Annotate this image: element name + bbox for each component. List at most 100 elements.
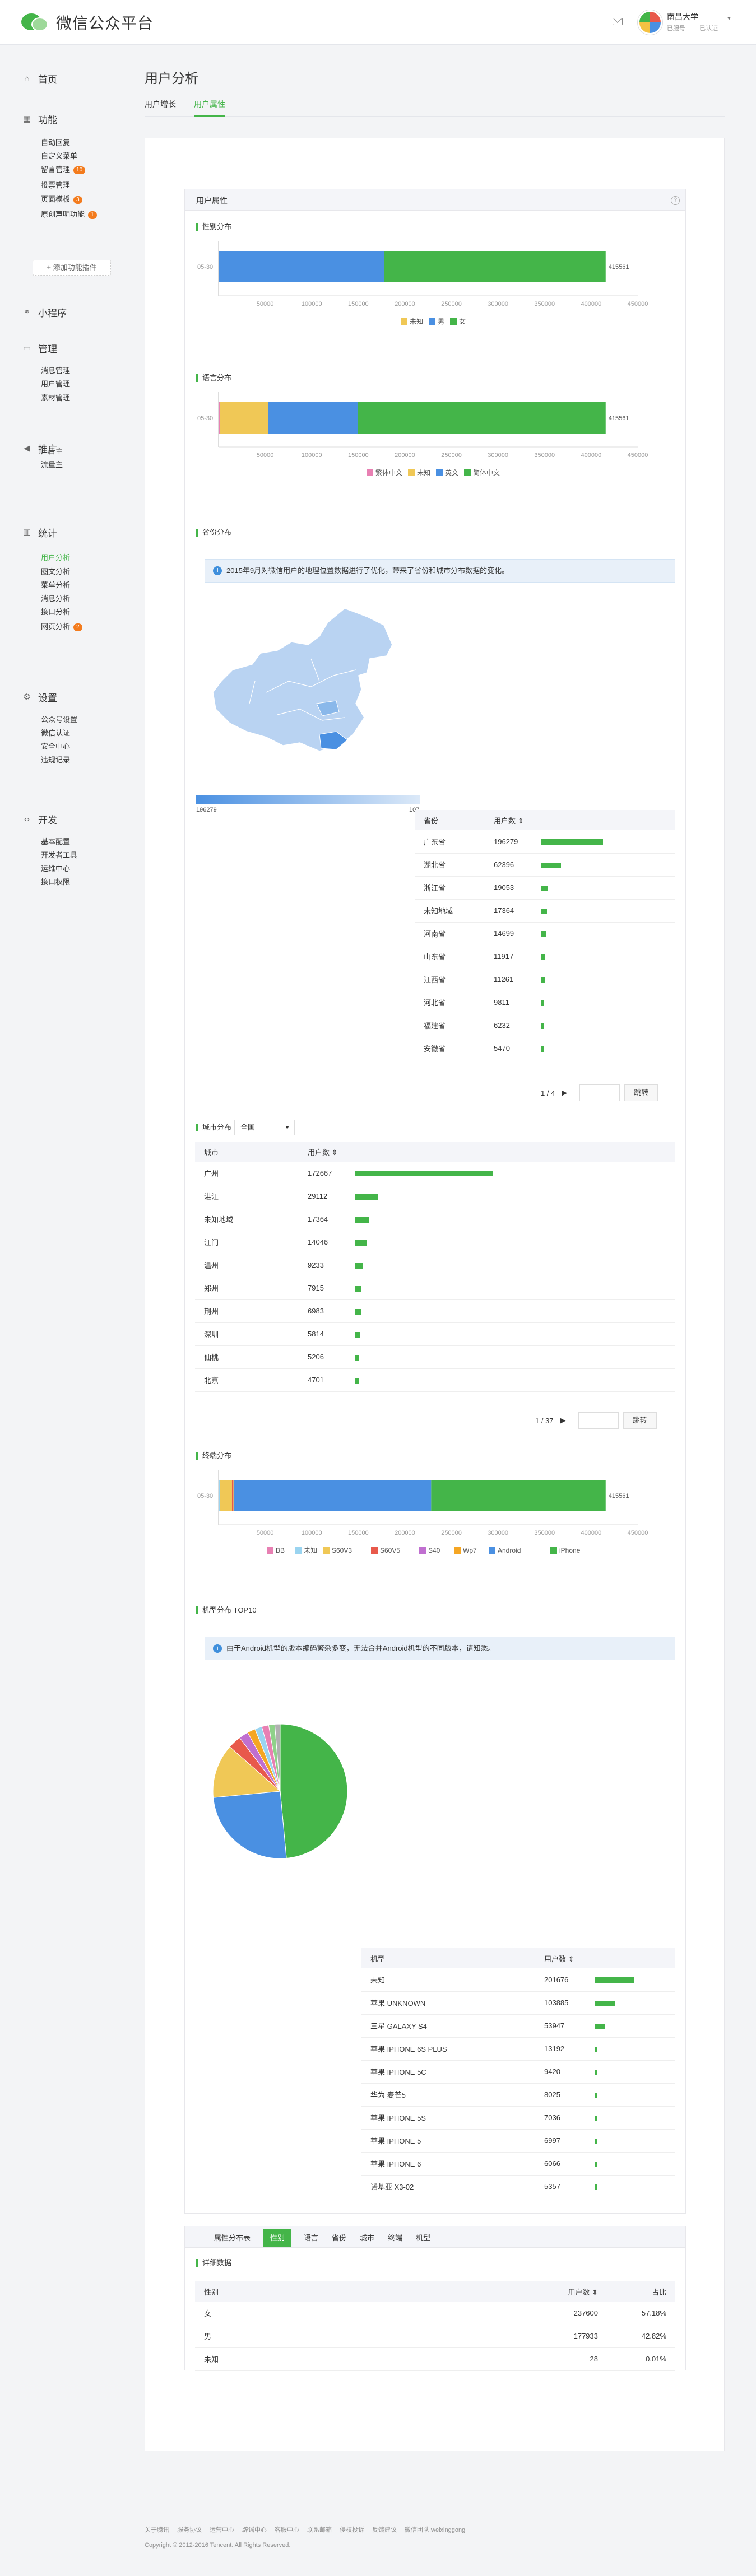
sidebar-section-2[interactable]: ▭ 管理 [22,341,57,355]
sidebar-item-0-3[interactable]: 投票管理 [41,179,70,190]
province-page-input[interactable] [579,1084,620,1101]
footer-link[interactable]: 关于腾讯 [145,2527,169,2533]
sidebar-item-2-0[interactable]: 消息管理 [41,365,70,375]
add-plugin-button[interactable]: + 添加功能插件 [33,260,111,276]
legend-item-6[interactable]: Android [489,1546,521,1554]
bar-segment-5 [233,1480,234,1511]
footer-link[interactable]: 微信团队:weixinggong [405,2527,466,2533]
tab-user-growth[interactable]: 用户增长 [145,100,176,109]
legend-item-7[interactable]: iPhone [550,1546,581,1554]
legend-item-0[interactable]: 繁体中文 [367,468,402,477]
sidebar-item-0-4[interactable]: 页面模板 3 [41,193,82,204]
detail-col-users[interactable]: 用户数 ⇕ [419,2281,607,2302]
sidebar-item-5-3[interactable]: 违规记录 [41,754,70,765]
panel-header: 用户属性 ? [185,189,685,211]
table-row: 安徽省 5470 [415,1037,675,1060]
next-page-icon[interactable]: ▶ [562,1088,568,1097]
row-value-cell: 29112 [299,1185,675,1208]
city-users-col-header[interactable]: 用户数 ⇕ [299,1142,675,1162]
legend-item-2[interactable]: S60V3 [323,1546,352,1554]
logo[interactable]: 微信公众平台 [21,11,154,34]
account-name[interactable]: 南昌大学 [667,12,698,21]
row-bar [355,1217,369,1223]
sidebar-section-6[interactable]: ‹› 开发 [22,812,57,826]
row-bar [595,2069,597,2075]
city-region-select[interactable]: 全国 ▼ [234,1120,295,1135]
bar-segment-1 [219,251,384,282]
chevron-down-icon[interactable]: ▼ [726,16,732,22]
sidebar-item-label: 消息管理 [41,366,71,375]
wechat-logo-icon [21,12,50,32]
sidebar-item-6-3[interactable]: 接口权限 [41,876,70,887]
city-jump-button[interactable]: 跳转 [623,1412,657,1429]
sidebar-item-4-0[interactable]: 用户分析 [41,552,70,562]
legend-item-3[interactable]: S60V5 [371,1546,400,1554]
sidebar-section-5[interactable]: ⚙ 设置 [22,690,57,704]
category-tab-2[interactable]: 省份 [332,2234,347,2242]
sidebar-item-5-0[interactable]: 公众号设置 [41,714,77,724]
legend-item-2[interactable]: 女 [450,317,466,325]
sidebar-item-4-5[interactable]: 网页分析 2 [41,621,82,631]
sidebar-item-2-2[interactable]: 素材管理 [41,392,70,403]
sidebar-item-0-1[interactable]: 自定义菜单 [41,150,77,161]
sidebar-item-5-2[interactable]: 安全中心 [41,740,70,751]
sidebar-item-4-1[interactable]: 图文分析 [41,566,70,576]
row-value: 5206 [308,1353,324,1361]
tab-user-attributes[interactable]: 用户属性 [194,99,225,117]
sidebar-item-6-1[interactable]: 开发者工具 [41,849,77,860]
footer-link[interactable]: 联系邮箱 [307,2527,332,2533]
footer-link[interactable]: 服务协议 [177,2527,202,2533]
legend-item-4[interactable]: S40 [419,1546,440,1554]
sidebar-section-1[interactable]: ⚭ 小程序 [22,305,67,319]
sidebar-item-6-2[interactable]: 运维中心 [41,863,70,873]
category-tab-1[interactable]: 语言 [304,2234,319,2242]
next-page-icon[interactable]: ▶ [560,1416,566,1424]
footer-link[interactable]: 辟谣中心 [242,2527,267,2533]
sidebar-section-4[interactable]: ▥ 统计 [22,525,57,539]
sidebar-item-4-3[interactable]: 消息分析 [41,593,70,603]
sidebar-item-0-0[interactable]: 自动回复 [41,137,70,147]
legend-item-0[interactable]: BB [267,1546,285,1554]
category-tab-5[interactable]: 机型 [416,2234,431,2242]
legend-item-1[interactable]: 未知 [408,469,430,477]
sidebar-item-0-5[interactable]: 原创声明功能 1 [41,208,97,219]
legend-item-0[interactable]: 未知 [401,318,423,325]
footer-link[interactable]: 客服中心 [275,2527,299,2533]
sidebar-item-3-0[interactable]: 广告主 [41,445,63,456]
row-bar [541,1000,545,1006]
sidebar-item-0-2[interactable]: 留言管理 10 [41,164,86,174]
footer-link[interactable]: 运营中心 [210,2527,234,2533]
megaphone-icon: ◀ [24,443,30,453]
category-tab-3[interactable]: 城市 [360,2234,375,2242]
sidebar-section-3[interactable]: ◀ 推广 [22,441,57,455]
row-bar [541,954,545,960]
city-page-input[interactable] [578,1412,619,1429]
province-users-col-header[interactable]: 用户数 ⇕ [485,810,675,830]
sidebar-section-0[interactable]: ▦ 功能 [22,112,57,126]
sidebar-item-6-0[interactable]: 基本配置 [41,836,70,846]
table-row: 北京 4701 [195,1368,675,1392]
mail-icon[interactable] [613,18,623,25]
footer-link[interactable]: 侵权投诉 [340,2527,364,2533]
legend-item-5[interactable]: Wp7 [454,1546,477,1554]
monitor-icon: ▭ [22,343,31,353]
footer-link[interactable]: 反馈建议 [372,2527,397,2533]
device-users-col-header[interactable]: 用户数 ⇕ [535,1948,675,1968]
legend-item-3[interactable]: 简体中文 [464,468,500,477]
row-name: 苹果 IPHONE 5S [361,2106,535,2130]
sidebar-home[interactable]: ⌂ 首页 [22,72,57,86]
legend-item-2[interactable]: 英文 [436,468,458,477]
sidebar-item-3-1[interactable]: 流量主 [41,459,63,469]
sidebar-item-4-2[interactable]: 菜单分析 [41,579,70,590]
legend-item-1[interactable]: 未知 [295,1546,317,1554]
category-tab-4[interactable]: 终端 [388,2234,403,2242]
province-jump-button[interactable]: 跳转 [624,1084,658,1101]
sidebar-item-2-1[interactable]: 用户管理 [41,378,70,389]
avatar[interactable] [638,10,662,35]
sidebar-item-4-4[interactable]: 接口分析 [41,606,70,617]
help-icon[interactable]: ? [671,196,680,205]
city-table: 城市 用户数 ⇕ 广州 172667 湛江 29112 未知地域 17364 江门 14046 温… [195,1142,675,1392]
sidebar-item-5-1[interactable]: 微信认证 [41,727,70,738]
category-tab-0[interactable]: 性别 [263,2229,292,2248]
legend-item-1[interactable]: 男 [429,318,444,325]
